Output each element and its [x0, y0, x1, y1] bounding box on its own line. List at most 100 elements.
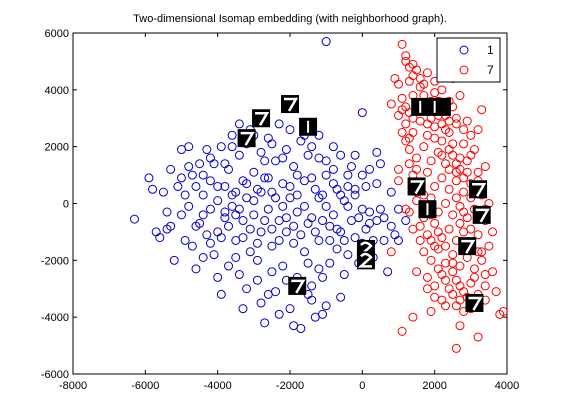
- data-point: [321, 201, 331, 211]
- data-point: [310, 227, 320, 237]
- data-point: [303, 258, 313, 268]
- data-point: [350, 233, 360, 243]
- data-point: [346, 162, 356, 172]
- data-point: [459, 125, 469, 135]
- data-point: [469, 272, 479, 282]
- data-point: [234, 119, 244, 129]
- data-point: [202, 145, 212, 155]
- data-point: [386, 221, 396, 231]
- data-point: [310, 184, 320, 194]
- data-point: [249, 210, 259, 220]
- y-tick-label: 6000: [45, 28, 69, 40]
- data-point: [365, 164, 375, 174]
- data-point: [252, 255, 262, 265]
- y-tick-label: -2000: [41, 255, 69, 267]
- legend-entry-label: 1: [487, 43, 494, 57]
- data-point: [289, 162, 299, 172]
- data-point: [231, 252, 241, 262]
- data-point: [281, 145, 291, 155]
- digit-stroke: [468, 296, 483, 311]
- data-point: [433, 227, 443, 237]
- x-tick-label: 0: [359, 380, 365, 392]
- data-point: [426, 306, 436, 316]
- data-point: [412, 153, 422, 163]
- y-tick-label: 4000: [45, 85, 69, 97]
- data-point: [220, 159, 230, 169]
- data-point: [444, 224, 454, 234]
- data-point: [430, 218, 440, 228]
- data-point: [394, 235, 403, 245]
- data-point: [285, 125, 295, 135]
- data-point: [307, 142, 317, 152]
- data-point: [224, 221, 234, 231]
- data-point: [234, 204, 244, 214]
- data-point: [292, 170, 302, 180]
- data-point: [220, 181, 230, 191]
- digit-thumbnail: [281, 95, 299, 114]
- data-point: [166, 164, 176, 174]
- data-point: [245, 247, 255, 257]
- data-point: [234, 270, 244, 280]
- data-point: [209, 250, 219, 260]
- data-point: [281, 213, 291, 223]
- data-point: [260, 216, 270, 226]
- data-point: [274, 235, 284, 245]
- data-point: [404, 76, 414, 86]
- x-tick-label: -8000: [59, 380, 87, 392]
- data-point: [245, 224, 255, 234]
- data-point: [448, 267, 458, 277]
- data-point: [292, 190, 302, 200]
- chart-title: Two-dimensional Isomap embedding (with n…: [133, 13, 447, 25]
- data-point: [473, 167, 483, 177]
- data-point: [390, 73, 400, 83]
- data-point: [187, 241, 197, 251]
- data-point: [469, 264, 479, 274]
- data-point: [426, 156, 436, 166]
- data-point: [394, 176, 403, 186]
- data-point: [430, 88, 440, 98]
- data-point: [441, 275, 451, 285]
- data-point: [404, 145, 414, 155]
- data-point: [394, 164, 403, 174]
- data-point: [213, 272, 223, 282]
- data-point: [415, 235, 425, 245]
- data-point: [267, 241, 277, 251]
- data-point: [401, 216, 411, 226]
- data-point: [455, 295, 465, 305]
- y-tick-label: -6000: [41, 369, 69, 381]
- data-point: [325, 258, 335, 268]
- data-point: [441, 199, 451, 208]
- data-point: [307, 295, 317, 305]
- x-axis: -8000 -6000 -4000 -2000 0 2000 4000: [59, 33, 519, 392]
- data-point: [430, 292, 440, 302]
- data-point: [397, 105, 407, 115]
- data-point: [198, 170, 208, 180]
- data-point: [278, 261, 288, 271]
- data-point: [195, 159, 205, 169]
- data-point: [401, 119, 411, 129]
- data-point: [491, 287, 501, 297]
- digit-stroke: [472, 183, 487, 197]
- digit-stroke: [357, 241, 373, 257]
- data-point: [205, 153, 215, 163]
- data-point: [224, 261, 234, 271]
- data-point: [296, 230, 306, 240]
- data-point: [451, 159, 461, 169]
- data-point: [328, 179, 338, 189]
- data-point: [430, 181, 440, 191]
- digit-thumbnail: [425, 97, 444, 116]
- data-point: [281, 227, 291, 237]
- data-point: [354, 213, 364, 223]
- data-point: [459, 139, 469, 149]
- data-point: [256, 298, 266, 308]
- x-tick-label: -6000: [131, 380, 159, 392]
- data-point: [426, 255, 436, 265]
- y-axis: -6000 -4000 -2000 0 2000 4000 6000: [41, 28, 507, 381]
- data-point: [357, 108, 367, 118]
- data-point: [278, 153, 288, 163]
- data-point: [198, 190, 208, 200]
- data-point: [350, 150, 360, 160]
- data-point: [375, 204, 385, 214]
- data-point: [249, 167, 259, 177]
- data-point: [412, 164, 422, 174]
